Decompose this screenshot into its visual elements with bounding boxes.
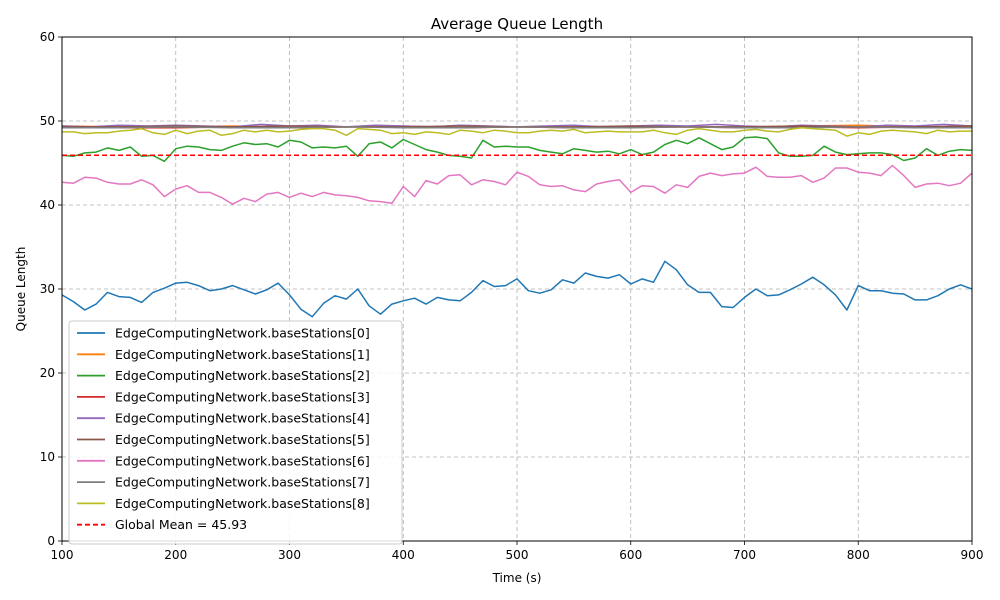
y-tick-label: 20 (40, 366, 55, 380)
y-axis-ticks: 0 10 20 30 40 50 60 (40, 30, 62, 548)
series-line-base-station-0 (62, 260, 972, 318)
legend-entry-label: EdgeComputingNetwork.baseStations[7] (115, 475, 370, 490)
x-axis-label: Time (s) (492, 571, 542, 585)
series-line-base-station-6 (62, 164, 972, 205)
y-axis-label: Queue Length (14, 247, 28, 332)
chart-title: Average Queue Length (431, 15, 603, 33)
legend: EdgeComputingNetwork.baseStations[0] Edge… (68, 320, 403, 545)
legend-entry-label: EdgeComputingNetwork.baseStations[2] (115, 368, 370, 383)
x-tick-label: 700 (733, 548, 756, 562)
x-tick-label: 500 (506, 548, 529, 562)
series-line-base-station-7 (62, 126, 972, 129)
legend-entry-label: EdgeComputingNetwork.baseStations[6] (115, 453, 370, 468)
legend-entry-label: EdgeComputingNetwork.baseStations[8] (115, 496, 370, 511)
series-line-base-station-8 (62, 126, 972, 137)
x-tick-label: 900 (961, 548, 984, 562)
y-tick-label: 10 (40, 450, 55, 464)
y-tick-label: 0 (47, 534, 55, 548)
legend-entry-label: EdgeComputingNetwork.baseStations[0] (115, 326, 370, 341)
legend-entry-label: EdgeComputingNetwork.baseStations[3] (115, 389, 370, 404)
x-tick-label: 400 (392, 548, 415, 562)
x-axis-ticks: 100 200 300 400 500 600 700 800 900 (51, 541, 984, 562)
legend-entry-label: EdgeComputingNetwork.baseStations[5] (115, 432, 370, 447)
series-line-base-station-2 (62, 136, 972, 163)
x-tick-label: 800 (847, 548, 870, 562)
legend-entry-label: Global Mean = 45.93 (115, 517, 247, 532)
x-tick-label: 200 (164, 548, 187, 562)
x-tick-label: 600 (619, 548, 642, 562)
plot-area (62, 123, 972, 318)
legend-box (68, 320, 403, 545)
x-tick-label: 100 (51, 548, 74, 562)
series-layer (62, 123, 972, 318)
legend-entry-label: EdgeComputingNetwork.baseStations[4] (115, 411, 370, 426)
y-tick-label: 30 (40, 282, 55, 296)
x-tick-label: 300 (278, 548, 301, 562)
y-tick-label: 40 (40, 198, 55, 212)
y-tick-label: 60 (40, 30, 55, 44)
legend-entry-label: EdgeComputingNetwork.baseStations[1] (115, 347, 370, 362)
y-tick-label: 50 (40, 114, 55, 128)
